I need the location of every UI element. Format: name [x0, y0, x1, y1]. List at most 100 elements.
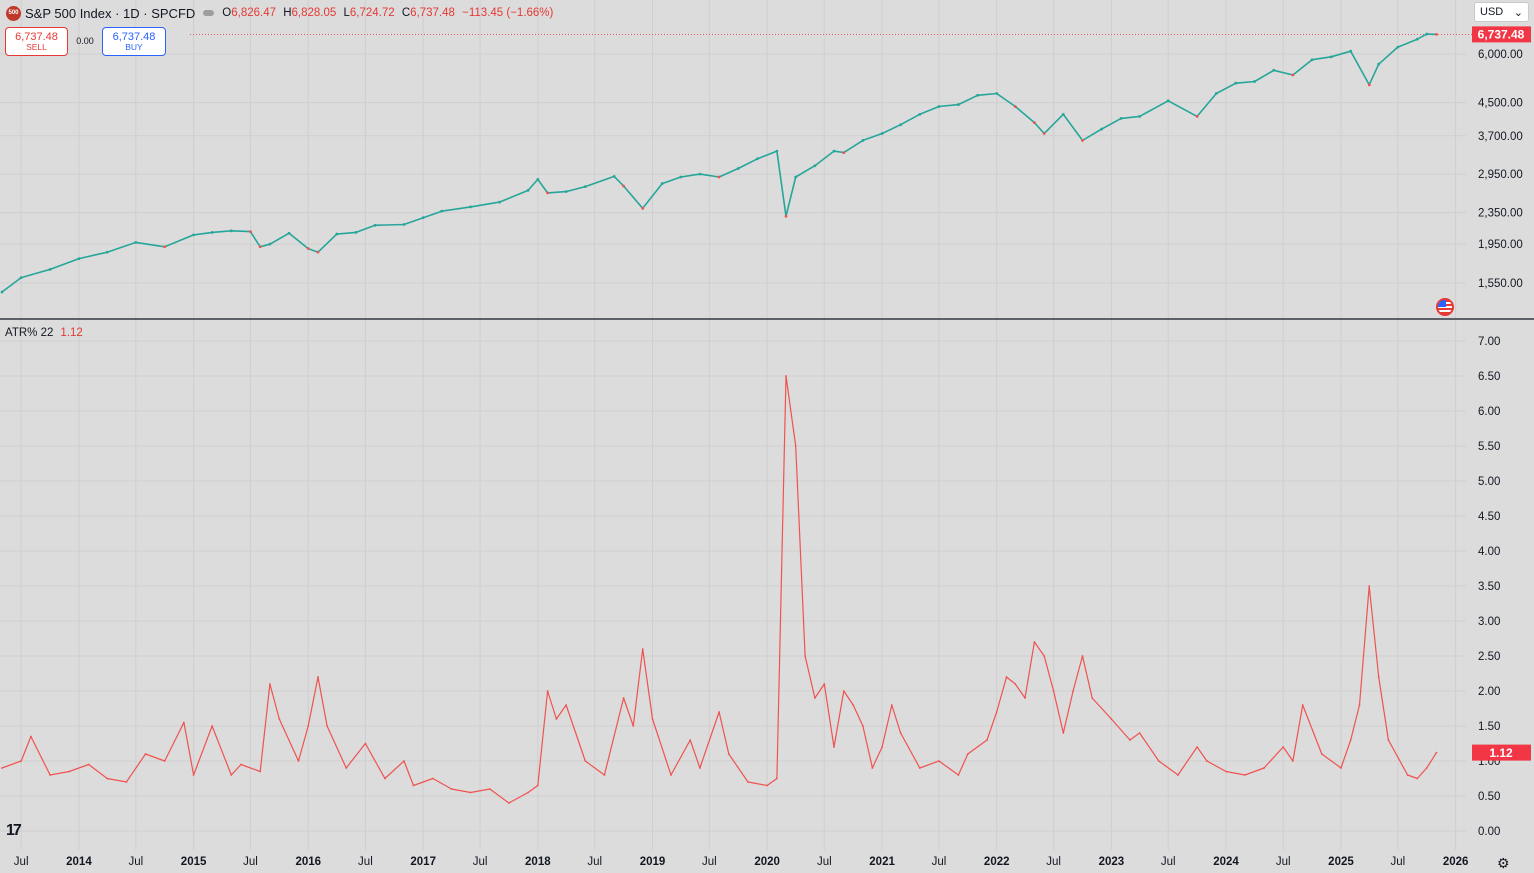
atr-point	[1196, 746, 1199, 748]
atr-point	[1263, 767, 1265, 769]
atr-point	[785, 375, 787, 377]
price-point	[784, 214, 788, 218]
price-point	[421, 216, 425, 220]
time-axis-tick-label: Jul	[932, 856, 947, 868]
price-point	[210, 231, 214, 234]
time-axis-tick-label: Jul	[243, 856, 258, 868]
atr-point	[632, 725, 635, 727]
time-axis-tick-label: Jul	[358, 856, 373, 868]
gear-icon[interactable]: ⚙	[1497, 855, 1510, 871]
open-value: 6,826.47	[231, 7, 276, 19]
atr-point	[1225, 770, 1227, 773]
price-point	[1272, 68, 1276, 72]
atr-point	[584, 760, 587, 762]
atr-point	[813, 697, 816, 699]
atr-point	[1406, 774, 1409, 776]
atr-point	[1292, 760, 1294, 762]
atr-point	[163, 760, 166, 762]
atr-point	[20, 760, 23, 762]
atr-point	[450, 788, 453, 790]
atr-last-value-label-text: 1.12	[1489, 746, 1513, 760]
atr-point	[1138, 732, 1141, 734]
buy-button[interactable]: 6,737.48 BUY	[102, 27, 166, 56]
price-axis-tick-label: 1,950.00	[1478, 239, 1523, 251]
atr-last-value-label-bg	[1472, 744, 1531, 761]
atr-point	[794, 445, 797, 447]
atr-point	[1014, 683, 1017, 685]
atr-point	[383, 777, 386, 780]
price-point	[354, 231, 358, 234]
price-point	[1253, 80, 1257, 83]
time-axis-tick-label: Jul	[1046, 856, 1061, 868]
atr-axis-tick-label: 4.50	[1478, 511, 1500, 523]
time-axis-tick-label: 2023	[1099, 856, 1125, 868]
time-axis-tick-label: Jul	[702, 856, 717, 868]
atr-point	[775, 777, 778, 780]
close-label: C	[401, 7, 411, 19]
price-point	[1291, 73, 1295, 77]
atr-point	[29, 735, 32, 738]
atr-point	[230, 774, 233, 776]
atr-point	[488, 788, 491, 790]
atr-point	[565, 704, 568, 706]
price-point	[736, 167, 740, 170]
price-axis-tick-label: 1,550.00	[1478, 278, 1523, 290]
atr-last-value-label: 1.12	[1472, 744, 1531, 761]
price-point	[1377, 62, 1381, 66]
price-point	[813, 164, 817, 168]
currency-select[interactable]: USD ⌄	[1474, 2, 1529, 22]
indicator-legend[interactable]: ATR% 22 1.12	[5, 327, 83, 339]
atr-point	[833, 746, 835, 748]
atr-point	[307, 725, 310, 727]
sell-button[interactable]: 6,737.48 SELL	[5, 27, 68, 56]
atr-data-points	[1, 375, 1438, 804]
atr-point	[1110, 718, 1113, 720]
atr-point	[1320, 753, 1323, 755]
atr-point	[317, 676, 319, 678]
price-axis-tick-label: 2,350.00	[1478, 208, 1523, 220]
last-price-label: 6,737.48	[1472, 26, 1531, 43]
atr-point	[1005, 676, 1008, 678]
atr-point	[1425, 767, 1428, 769]
atr-point	[1368, 585, 1371, 587]
atr-point	[641, 648, 644, 650]
atr-point	[890, 704, 893, 706]
atr-axis-tick-label: 5.50	[1478, 441, 1500, 453]
atr-point	[326, 725, 328, 727]
atr-point	[536, 784, 539, 787]
atr-point	[881, 746, 883, 748]
price-point	[861, 139, 865, 142]
time-axis-tick-label: 2017	[410, 856, 436, 868]
us-flag-icon[interactable]	[1436, 298, 1454, 316]
atr-point	[622, 697, 625, 699]
price-point	[1061, 112, 1065, 116]
price-point	[679, 175, 683, 179]
price-point	[163, 245, 167, 249]
atr-point	[823, 683, 826, 685]
price-point	[306, 247, 310, 250]
buy-price: 6,737.48	[112, 30, 156, 43]
atr-point	[747, 781, 749, 783]
atr-point	[1129, 739, 1131, 741]
price-point	[995, 92, 999, 95]
price-point	[1415, 37, 1419, 41]
price-point	[498, 200, 501, 204]
atr-point	[871, 767, 874, 769]
tradingview-logo-icon[interactable]: 17	[6, 822, 22, 839]
time-axis-tick-label: 2025	[1328, 856, 1354, 868]
last-price-label-bg	[1472, 26, 1531, 43]
atr-point	[469, 791, 472, 794]
atr-axis-tick-label: 7.00	[1478, 336, 1500, 348]
atr-point	[211, 725, 214, 727]
open-label: O	[222, 7, 232, 19]
atr-point	[603, 774, 606, 776]
price-point	[287, 231, 291, 235]
price-point	[698, 172, 702, 176]
time-axis-tick-label: 2022	[984, 856, 1010, 868]
atr-point	[192, 774, 195, 776]
symbol-title[interactable]: S&P 500 Index · 1D · SPCFD	[25, 5, 196, 21]
price-point	[832, 149, 836, 153]
atr-point	[527, 791, 530, 794]
buy-label: BUY	[125, 41, 143, 52]
